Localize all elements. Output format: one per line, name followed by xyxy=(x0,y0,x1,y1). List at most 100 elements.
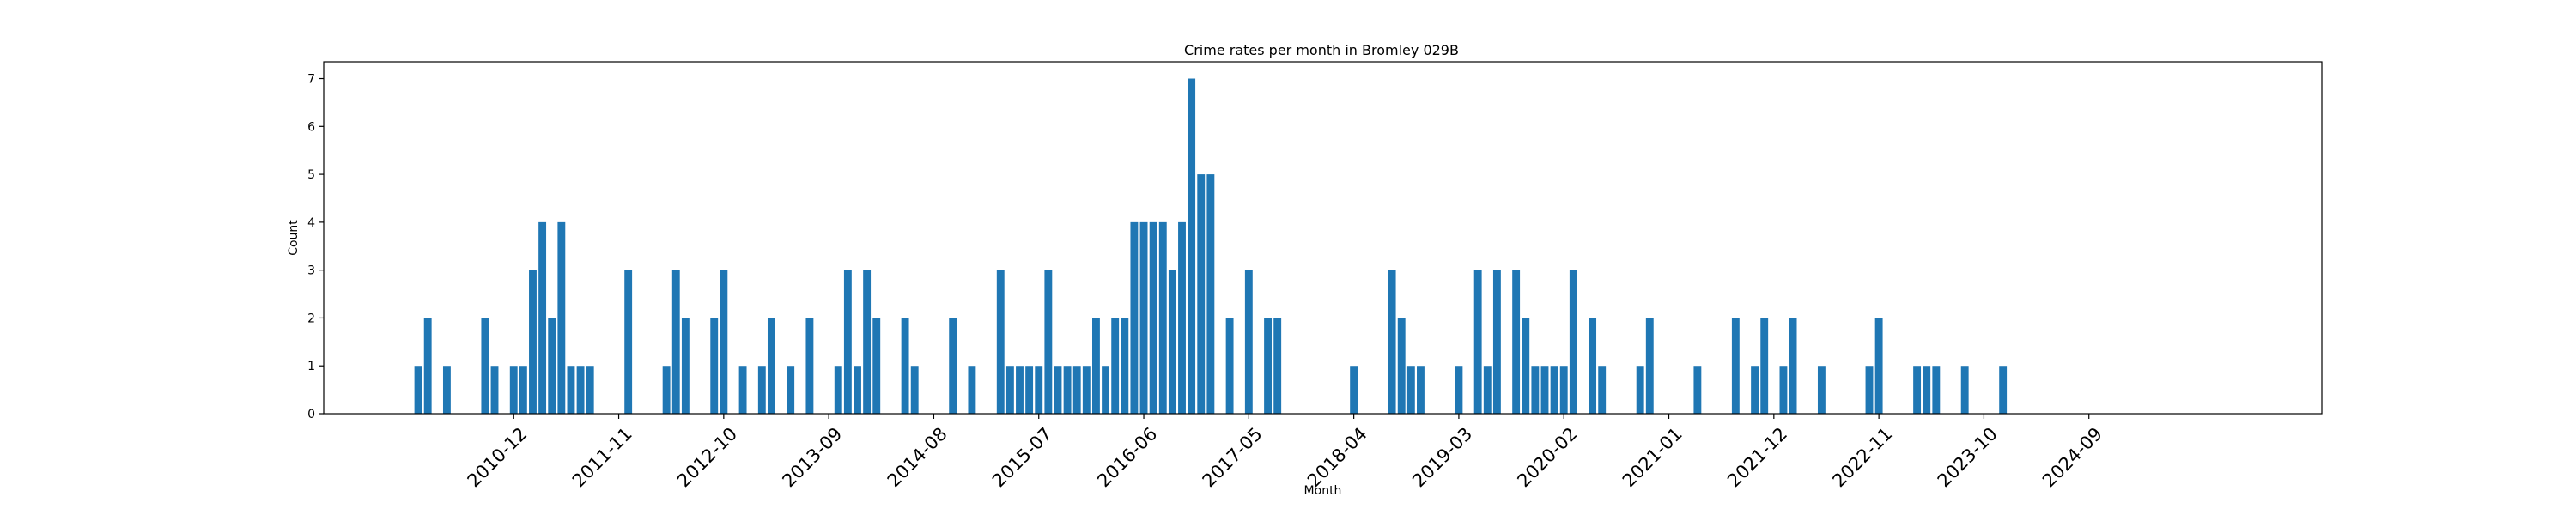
y-tick-label: 1 xyxy=(307,360,315,373)
bar xyxy=(854,366,861,414)
bar xyxy=(1225,318,1234,414)
bar xyxy=(1072,366,1081,414)
bar xyxy=(1932,366,1941,414)
bar xyxy=(1731,318,1740,414)
bar xyxy=(1865,366,1874,414)
bar xyxy=(1512,270,1521,414)
bar xyxy=(490,366,499,414)
bar xyxy=(1178,221,1186,414)
bar xyxy=(538,221,547,414)
bar xyxy=(1531,366,1540,414)
bar xyxy=(1559,366,1568,414)
bar xyxy=(529,270,537,414)
bar xyxy=(1149,221,1157,414)
bar xyxy=(1206,174,1215,414)
bar xyxy=(1016,366,1024,414)
bar xyxy=(1999,366,2008,414)
bar xyxy=(1540,366,1549,414)
bar xyxy=(805,318,814,414)
bar xyxy=(1913,366,1922,414)
bar xyxy=(1063,366,1072,414)
bar xyxy=(1492,270,1501,414)
bar xyxy=(757,366,766,414)
bars-group xyxy=(414,78,2008,415)
bar xyxy=(901,318,909,414)
bar xyxy=(1397,318,1406,414)
bar xyxy=(1082,366,1091,414)
plot-area-frame xyxy=(323,61,2323,415)
bar xyxy=(720,270,728,414)
bar xyxy=(1388,270,1396,414)
bar xyxy=(1273,318,1282,414)
bar xyxy=(1874,318,1883,414)
bar xyxy=(1139,221,1148,414)
bar xyxy=(1005,366,1014,414)
bar xyxy=(1636,366,1644,414)
bar xyxy=(1406,366,1415,414)
bar xyxy=(567,366,575,414)
bar xyxy=(1102,366,1110,414)
bar xyxy=(1197,174,1206,414)
y-tick-label: 4 xyxy=(307,216,315,230)
bar xyxy=(1779,366,1788,414)
bar xyxy=(548,318,556,414)
y-tick-label: 0 xyxy=(307,408,315,421)
bar xyxy=(519,366,527,414)
bar xyxy=(1693,366,1702,414)
bar xyxy=(1760,318,1769,414)
bar xyxy=(1789,318,1797,414)
bar xyxy=(442,366,451,414)
bar xyxy=(662,366,671,414)
bar xyxy=(1473,270,1482,414)
bar xyxy=(423,318,432,414)
bar xyxy=(557,221,566,414)
bar xyxy=(586,366,594,414)
bar xyxy=(834,366,842,414)
bar xyxy=(1168,270,1176,414)
bar xyxy=(671,270,680,414)
bar xyxy=(481,318,489,414)
bar xyxy=(1130,221,1139,414)
bar xyxy=(1923,366,1931,414)
bar xyxy=(576,366,585,414)
bar xyxy=(1035,366,1043,414)
y-tick-label: 2 xyxy=(307,312,315,325)
bar xyxy=(1264,318,1273,414)
bar xyxy=(1158,221,1167,414)
bar xyxy=(1054,366,1062,414)
bar xyxy=(1044,270,1053,414)
bar xyxy=(949,318,957,414)
bar xyxy=(1550,366,1558,414)
bar xyxy=(787,366,795,414)
bar xyxy=(968,366,976,414)
bar xyxy=(1244,270,1253,414)
bar xyxy=(681,318,690,414)
bar xyxy=(1417,366,1425,414)
bar xyxy=(996,270,1005,414)
y-tick-label: 6 xyxy=(307,120,315,134)
bar xyxy=(624,270,633,414)
bar xyxy=(414,366,422,414)
bar xyxy=(1111,318,1120,414)
y-axis: 0 1 2 3 4 5 6 7 xyxy=(307,73,324,421)
bar xyxy=(1751,366,1759,414)
bar xyxy=(1350,366,1358,414)
bar xyxy=(1092,318,1100,414)
bar xyxy=(509,366,518,414)
bar xyxy=(710,318,719,414)
bar xyxy=(1483,366,1492,414)
bar xyxy=(738,366,747,414)
bar xyxy=(910,366,919,414)
bar xyxy=(1025,366,1034,414)
bar xyxy=(1817,366,1826,414)
bar xyxy=(767,318,775,414)
y-tick-label: 7 xyxy=(307,73,315,87)
bar xyxy=(1598,366,1607,414)
bar xyxy=(1645,318,1654,414)
bar xyxy=(872,318,881,414)
bar xyxy=(1522,318,1530,414)
bar xyxy=(863,270,872,414)
chart-title: Crime rates per month in Bromley 029B xyxy=(1184,42,1459,58)
